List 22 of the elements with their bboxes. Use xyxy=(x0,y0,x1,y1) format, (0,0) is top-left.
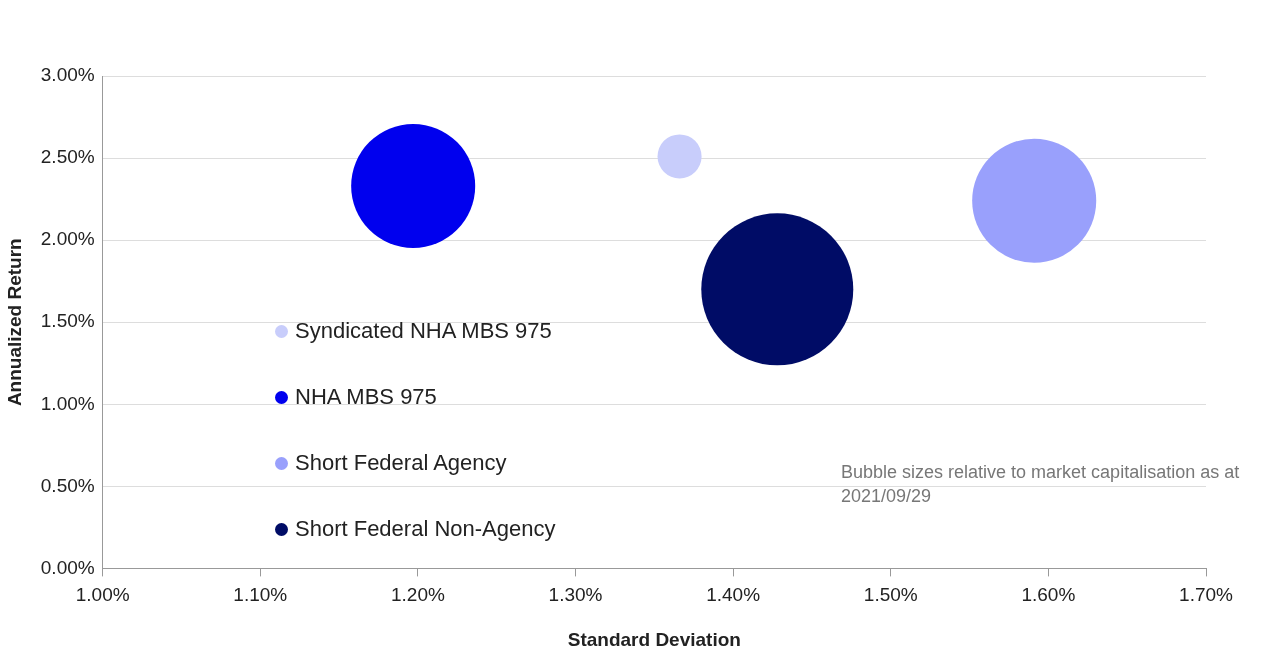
legend-label: Syndicated NHA MBS 975 xyxy=(295,318,552,344)
y-tick-label: 3.00% xyxy=(40,64,95,86)
y-tick-label: 1.00% xyxy=(40,392,95,414)
x-axis-title: Standard Deviation xyxy=(567,628,741,650)
annotation: Bubble sizes relative to market capitalisation as at 2021/09/29 xyxy=(841,461,1241,508)
legend-label: Short Federal Agency xyxy=(295,450,507,476)
y-tick-label: 0.50% xyxy=(40,474,95,496)
legend-label: Short Federal Non-Agency xyxy=(295,516,556,542)
x-tick-label: 1.10% xyxy=(233,584,288,606)
y-tick-label: 2.50% xyxy=(40,146,95,168)
x-tick-label: 1.60% xyxy=(1021,584,1076,606)
x-tick-label: 1.50% xyxy=(863,584,918,606)
x-tick-label: 1.00% xyxy=(75,584,130,606)
y-tick-label: 0.00% xyxy=(40,556,95,578)
x-tick-label: 1.20% xyxy=(390,584,445,606)
y-tick-label: 1.50% xyxy=(40,310,95,332)
legend-label: NHA MBS 975 xyxy=(295,384,437,410)
y-axis-title: Annualized Return xyxy=(3,238,25,407)
y-tick-label: 2.00% xyxy=(40,228,95,250)
x-tick-label: 1.30% xyxy=(548,584,603,606)
x-tick-label: 1.70% xyxy=(1179,584,1234,606)
x-tick-label: 1.40% xyxy=(706,584,761,606)
